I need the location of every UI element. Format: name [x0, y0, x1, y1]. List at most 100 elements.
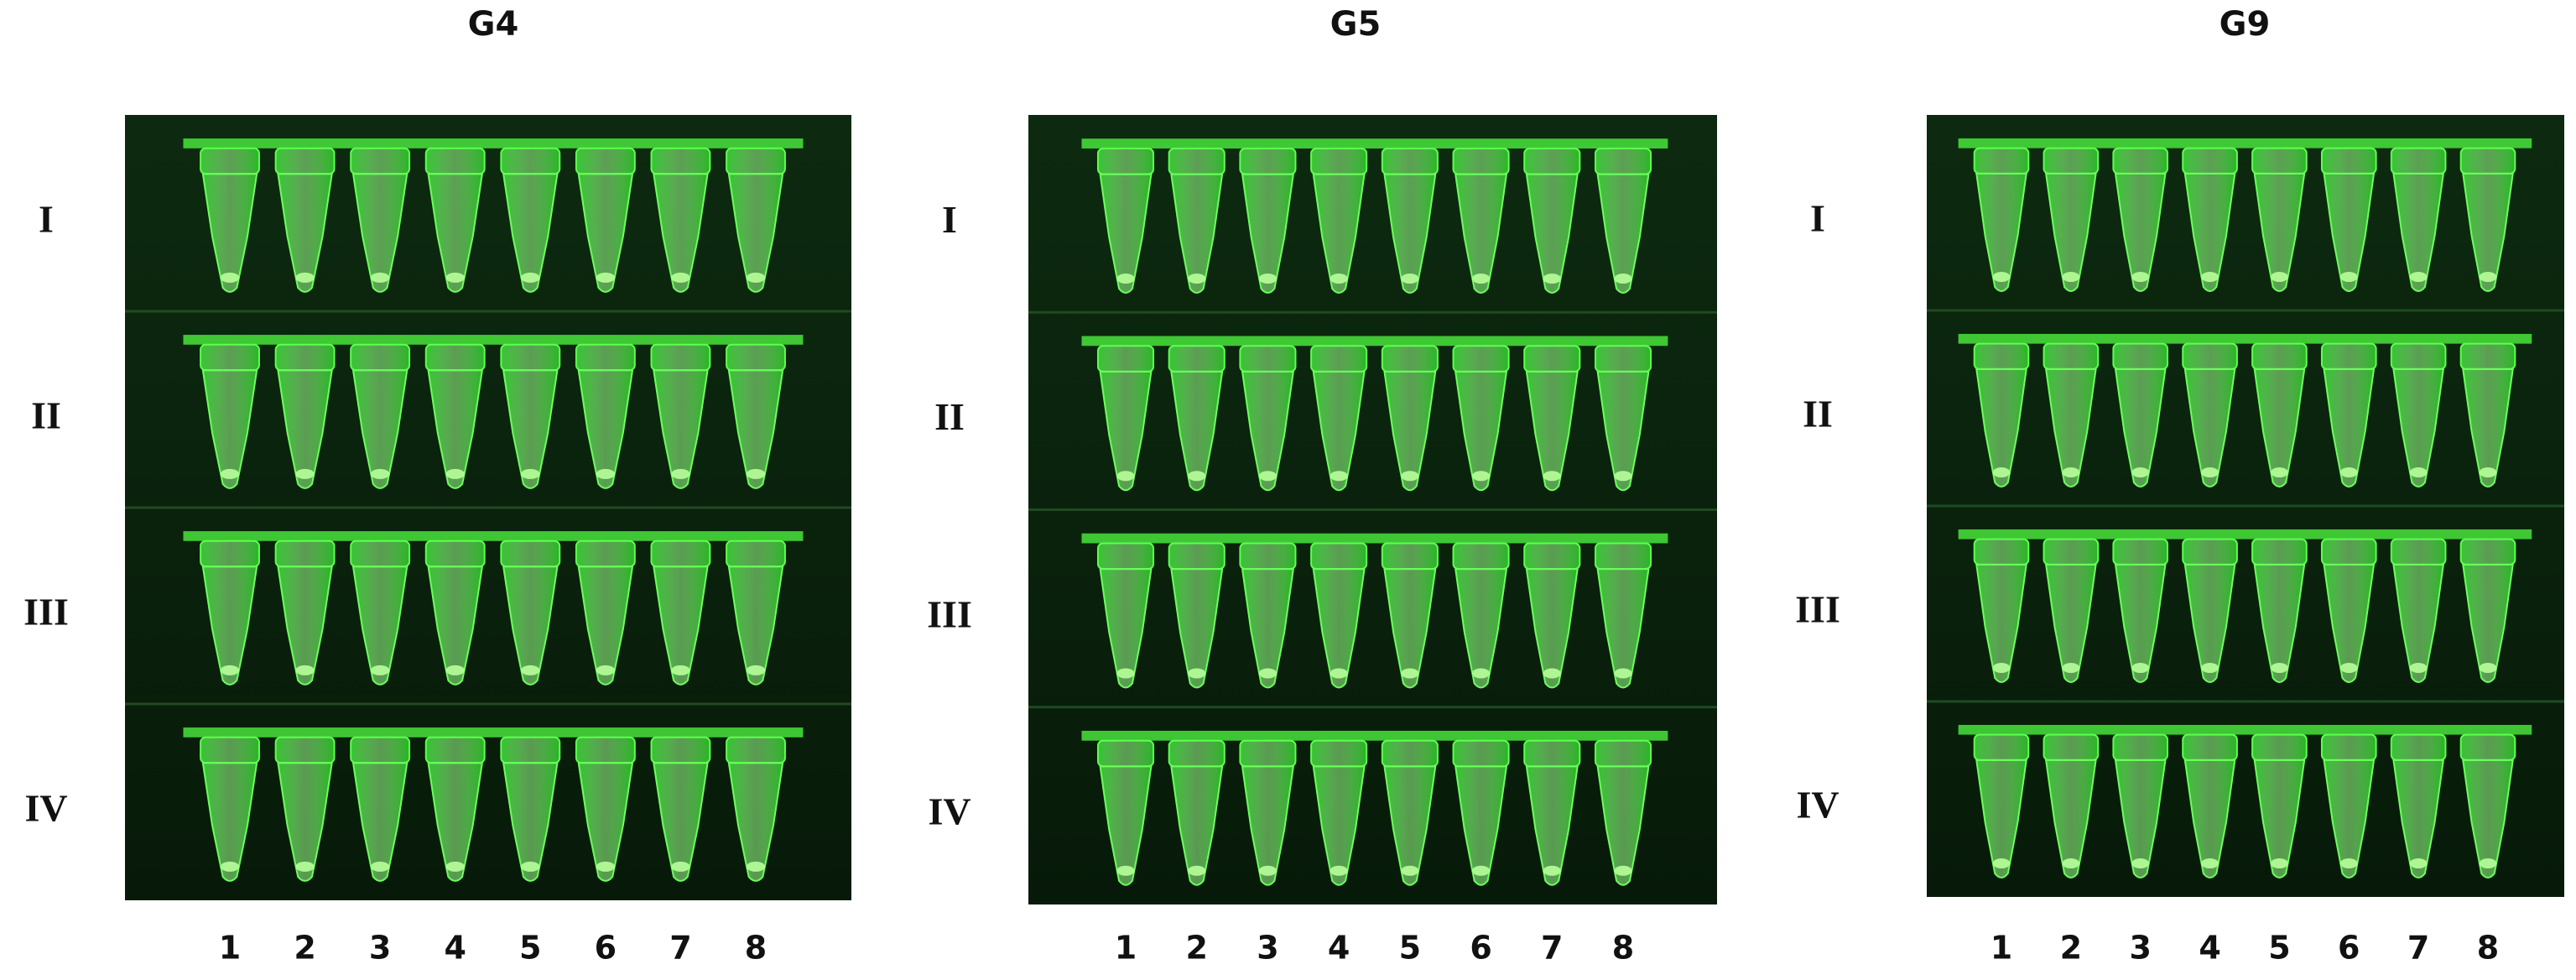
tube-cap: [575, 147, 636, 175]
tube-liquid: [1992, 467, 2011, 478]
tube-liquid: [596, 665, 616, 675]
tube-liquid: [1401, 865, 1419, 876]
tube-cap: [2320, 147, 2377, 175]
tube-cap: [500, 540, 561, 568]
column-label: 6: [1470, 930, 1491, 967]
column-label: 6: [2338, 930, 2360, 967]
tube: [351, 173, 409, 293]
tube-liquid: [2131, 663, 2150, 674]
tube-cap: [2390, 147, 2447, 175]
tube: [1975, 172, 2027, 293]
tube-cap: [1594, 739, 1652, 768]
tube: [277, 566, 333, 685]
tube-liquid: [1992, 272, 2011, 283]
tube: [351, 566, 409, 685]
tube-liquid: [1471, 274, 1491, 284]
tube: [1170, 568, 1224, 689]
tube: [277, 173, 333, 293]
tube-cap: [2320, 342, 2377, 370]
tube: [1312, 568, 1366, 689]
tube-cap: [2459, 538, 2516, 566]
tube-liquid: [220, 272, 240, 283]
row-label: I: [1810, 197, 1825, 240]
tube-liquid: [746, 468, 766, 479]
tube-liquid: [2062, 467, 2080, 478]
tube: [2323, 758, 2376, 879]
tube-liquid: [445, 665, 465, 675]
tube: [1596, 173, 1650, 295]
tube: [1975, 563, 2027, 684]
tube-cap: [424, 343, 486, 372]
tube-liquid: [2062, 272, 2080, 283]
tube-strip: [1958, 529, 2532, 540]
column-label: 7: [669, 930, 691, 967]
row-label: III: [23, 590, 69, 633]
tube-cap: [350, 343, 411, 372]
tube-liquid: [2339, 663, 2358, 674]
column-label: 1: [1115, 930, 1137, 967]
tube-cap: [2112, 147, 2169, 175]
tube: [653, 173, 709, 293]
tube-cap: [2390, 342, 2447, 370]
tube-cap: [200, 736, 260, 764]
tube-liquid: [521, 272, 540, 283]
tube: [2044, 563, 2097, 684]
tube-cap: [1523, 147, 1581, 175]
tube-cap: [1973, 733, 2030, 761]
tube: [201, 566, 258, 685]
panel-title: G9: [2220, 5, 2271, 44]
tube-strip: [1081, 533, 1668, 544]
tube: [351, 762, 409, 882]
tube: [1312, 173, 1366, 295]
tube-liquid: [671, 468, 690, 479]
tube-cap: [424, 540, 486, 568]
tube: [1596, 370, 1650, 492]
tube-liquid: [2062, 858, 2080, 869]
tube-liquid: [1188, 274, 1206, 284]
tube: [1312, 370, 1366, 492]
tube-liquid: [1401, 274, 1419, 284]
tube-strip: [183, 335, 804, 345]
tube: [1170, 370, 1224, 492]
tube: [1383, 370, 1437, 492]
tube-cap: [1239, 739, 1297, 768]
tube-cap: [650, 540, 711, 568]
tube: [2044, 758, 2097, 879]
tube-cap: [2251, 147, 2308, 175]
tube-liquid: [1614, 668, 1632, 679]
tube: [427, 173, 484, 293]
tube: [1099, 568, 1153, 689]
tube-liquid: [596, 468, 616, 479]
column-label: 4: [1328, 930, 1350, 967]
tube-liquid: [1188, 865, 1206, 876]
tube-cap: [1310, 345, 1368, 373]
tube: [2392, 172, 2445, 293]
tube: [727, 369, 784, 489]
tube-cap: [1310, 147, 1368, 175]
column-label: 2: [294, 930, 315, 967]
column-label: 8: [2477, 930, 2499, 967]
tube-cap: [726, 736, 786, 764]
panel-title: G4: [468, 5, 519, 44]
tube: [2323, 563, 2376, 684]
tube-liquid: [295, 272, 315, 283]
tube-cap: [1452, 345, 1510, 373]
tube-cap: [1594, 542, 1652, 571]
tube-cap: [1096, 147, 1155, 175]
column-label: 1: [1991, 930, 2012, 967]
tube-liquid: [1188, 668, 1206, 679]
tube: [2183, 172, 2236, 293]
tube-cap: [726, 147, 786, 175]
column-label: 7: [1541, 930, 1563, 967]
tube-liquid: [2479, 467, 2497, 478]
tube-liquid: [370, 272, 390, 283]
tube-liquid: [295, 665, 315, 675]
tube-liquid: [445, 468, 465, 479]
tube-strip: [183, 531, 804, 541]
tube-cap: [1523, 542, 1581, 571]
tube-liquid: [445, 272, 465, 283]
tube-liquid: [370, 665, 390, 675]
tube: [502, 762, 559, 882]
